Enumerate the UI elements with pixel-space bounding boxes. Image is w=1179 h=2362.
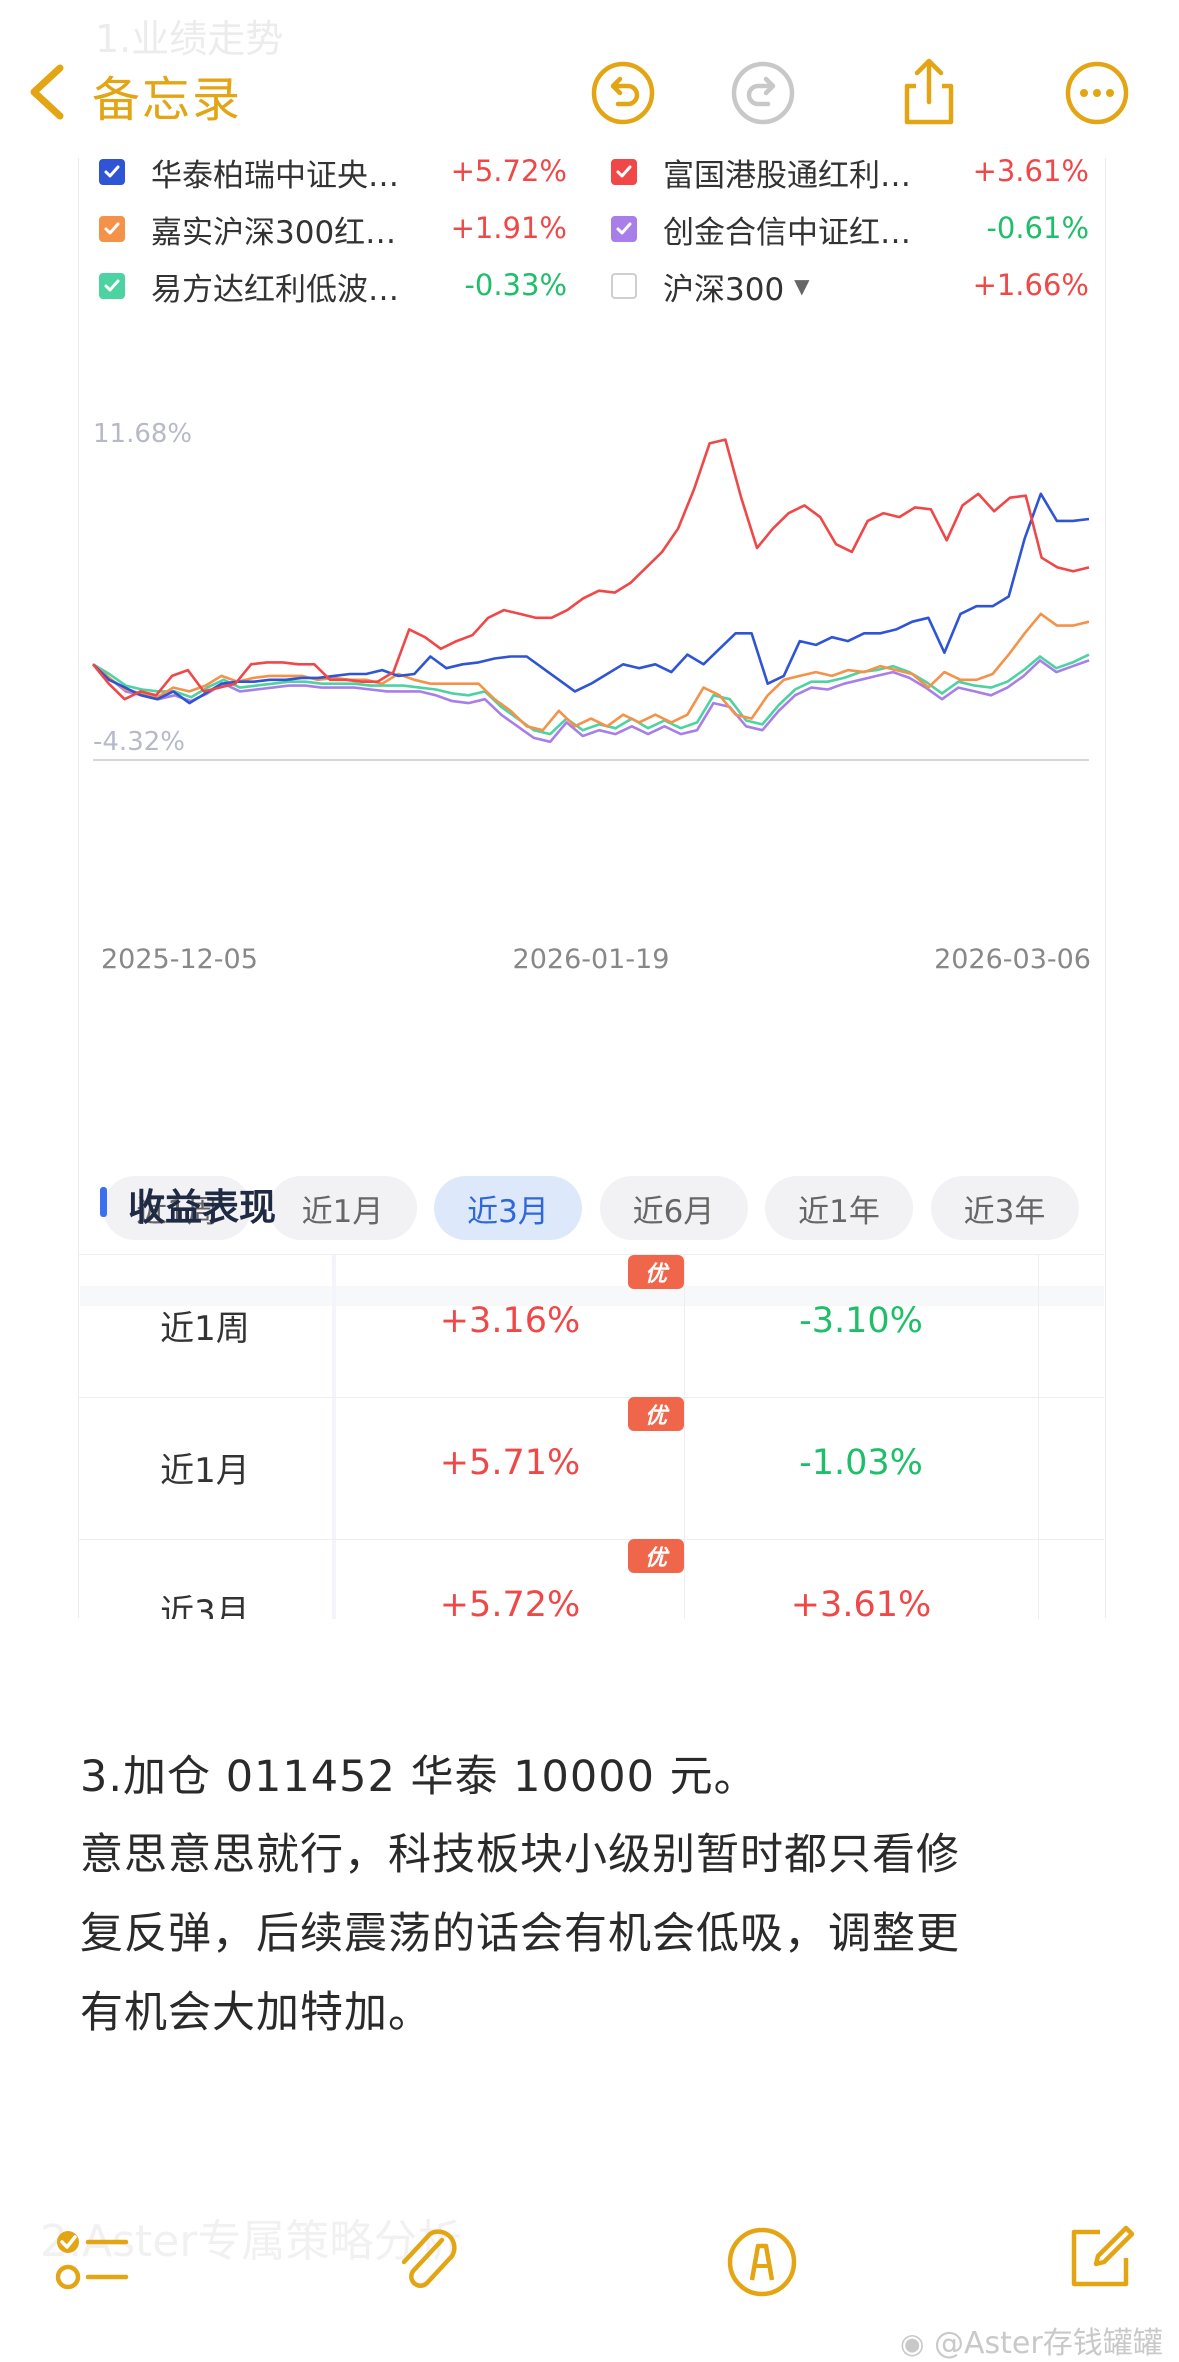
watermark-text: @Aster存钱罐罐 [933, 2326, 1163, 2361]
return-cell: +5.71% [439, 1443, 581, 1483]
series-line [92, 492, 1090, 705]
redo-icon [731, 61, 795, 125]
table-divider [332, 1255, 336, 1619]
legend-item[interactable]: 嘉实沪深300红… [99, 209, 397, 251]
legend-label: 富国港股通红利… [663, 157, 911, 194]
pen-markup-icon [727, 2227, 797, 2297]
table-divider [1038, 1255, 1039, 1619]
y-tick-label: 11.68% [93, 419, 192, 449]
return-cell: +5.72% [439, 1585, 581, 1619]
checklist-button[interactable] [52, 2222, 132, 2302]
period-tab[interactable]: 近6月 [599, 1176, 748, 1240]
series-line [92, 659, 1090, 744]
attachment-button[interactable] [388, 2222, 468, 2302]
ghost-heading: 1.业绩走势 [95, 17, 284, 61]
period-tab[interactable]: 近1周 [103, 1176, 251, 1240]
compose-icon [1071, 2225, 1135, 2287]
return-cell: +3.61% [790, 1585, 932, 1619]
undo-icon [591, 61, 655, 125]
legend-return: +5.72% [450, 154, 567, 188]
legend-return: -0.61% [986, 211, 1089, 245]
x-tick-end: 2026-03-06 [934, 944, 1091, 975]
share-button[interactable] [896, 56, 962, 128]
weibo-icon: ◉ [900, 2327, 925, 2360]
return-cell: -1.03% [799, 1443, 923, 1483]
markup-button[interactable] [722, 2222, 802, 2302]
checkbox-unchecked-icon[interactable] [611, 273, 637, 299]
best-badge: 优 [628, 1539, 684, 1573]
x-tick-start: 2025-12-05 [101, 944, 258, 975]
checkbox-checked-icon[interactable] [611, 159, 637, 185]
y-tick-label: -4.32% [93, 727, 185, 757]
legend-item[interactable]: 华泰柏瑞中证央… [99, 152, 399, 194]
legend-return: +1.66% [972, 268, 1089, 302]
caret-down-icon[interactable]: ▼ [794, 274, 810, 298]
checkbox-checked-icon[interactable] [99, 216, 125, 242]
chevron-left-icon [30, 64, 64, 120]
legend-item[interactable]: 易方达红利低波… [99, 266, 399, 308]
return-cell: +3.16% [439, 1301, 581, 1341]
best-badge: 优 [628, 1397, 684, 1431]
legend-label: 沪深300 [663, 271, 785, 308]
note-line-3[interactable]: 复反弹，后续震荡的话会有机会低吸，调整更 [80, 1909, 960, 1959]
back-label[interactable]: 备忘录 [92, 72, 243, 128]
note-line-4[interactable]: 有机会大加特加。 [80, 1988, 432, 2038]
table-row: 近1月 优 +5.71% -1.03% [78, 1397, 1104, 1540]
table-divider [684, 1255, 685, 1619]
series-line [91, 438, 1090, 701]
weibo-watermark: ◉ @Aster存钱罐罐 [900, 2318, 1163, 2362]
table-row: 近3月 优 +5.72% +3.61% [78, 1539, 1104, 1619]
paperclip-icon [401, 2229, 457, 2288]
legend-label: 创金合信中证红… [663, 214, 911, 251]
legend-return: -0.33% [464, 268, 567, 302]
checklist-icon [55, 2231, 129, 2290]
legend-item[interactable]: 富国港股通红利… [611, 152, 911, 194]
x-tick-middle: 2026-01-19 [512, 944, 670, 975]
note-line-1[interactable]: 3.加仓 011452 华泰 10000 元。 [80, 1752, 758, 1802]
undo-button[interactable] [590, 60, 656, 126]
checkbox-checked-icon[interactable] [99, 273, 125, 299]
row-period-label: 近1周 [160, 1309, 250, 1349]
performance-line-chart: 11.68% -4.32% [91, 419, 1090, 761]
compose-button[interactable] [1060, 2218, 1140, 2298]
row-period-label: 近1月 [160, 1451, 250, 1491]
performance-table: 近1周优 +3.16% -3.10% 近1月优 +5.71% -1.03% 近3月优 +5.7… [78, 1254, 1104, 1619]
share-icon [904, 58, 954, 125]
period-tab[interactable]: 近3月 [434, 1176, 582, 1240]
return-cell: -3.10% [799, 1301, 923, 1341]
section-divider [80, 1286, 1104, 1306]
checkbox-checked-icon[interactable] [99, 159, 125, 185]
legend-item[interactable]: 沪深300 ▼ [611, 266, 810, 308]
section-accent-bar [100, 1187, 107, 1217]
period-tab[interactable]: 近1年 [765, 1176, 913, 1240]
redo-button[interactable] [730, 60, 796, 126]
back-button[interactable] [22, 62, 72, 122]
more-icon [1065, 61, 1129, 125]
legend-item[interactable]: 创金合信中证红… [611, 209, 911, 251]
table-row: 近1周 优 +3.16% -3.10% [78, 1255, 1104, 1398]
fund-comparison-card: 华泰柏瑞中证央… +5.72% 富国港股通红利… +3.61% 嘉实沪深300红… +1.… [78, 154, 1106, 1618]
legend-label: 嘉实沪深300红… [151, 214, 397, 251]
series-line [92, 653, 1090, 736]
row-period-label: 近3月 [160, 1593, 250, 1619]
series-line [92, 612, 1090, 732]
legend-return: +3.61% [972, 154, 1089, 188]
legend-return: +1.91% [450, 211, 567, 245]
legend-label: 华泰柏瑞中证央… [151, 157, 399, 194]
period-tab[interactable]: 近1月 [268, 1176, 417, 1240]
period-tab[interactable]: 近3年 [930, 1176, 1079, 1240]
note-line-2[interactable]: 意思意思就行，科技板块小级别暂时都只看修 [80, 1830, 960, 1880]
more-button[interactable] [1064, 60, 1130, 126]
legend-label: 易方达红利低波… [151, 271, 399, 308]
best-badge: 优 [628, 1255, 684, 1289]
checkbox-checked-icon[interactable] [611, 216, 637, 242]
section-title: 收益表现 [128, 1186, 276, 1229]
